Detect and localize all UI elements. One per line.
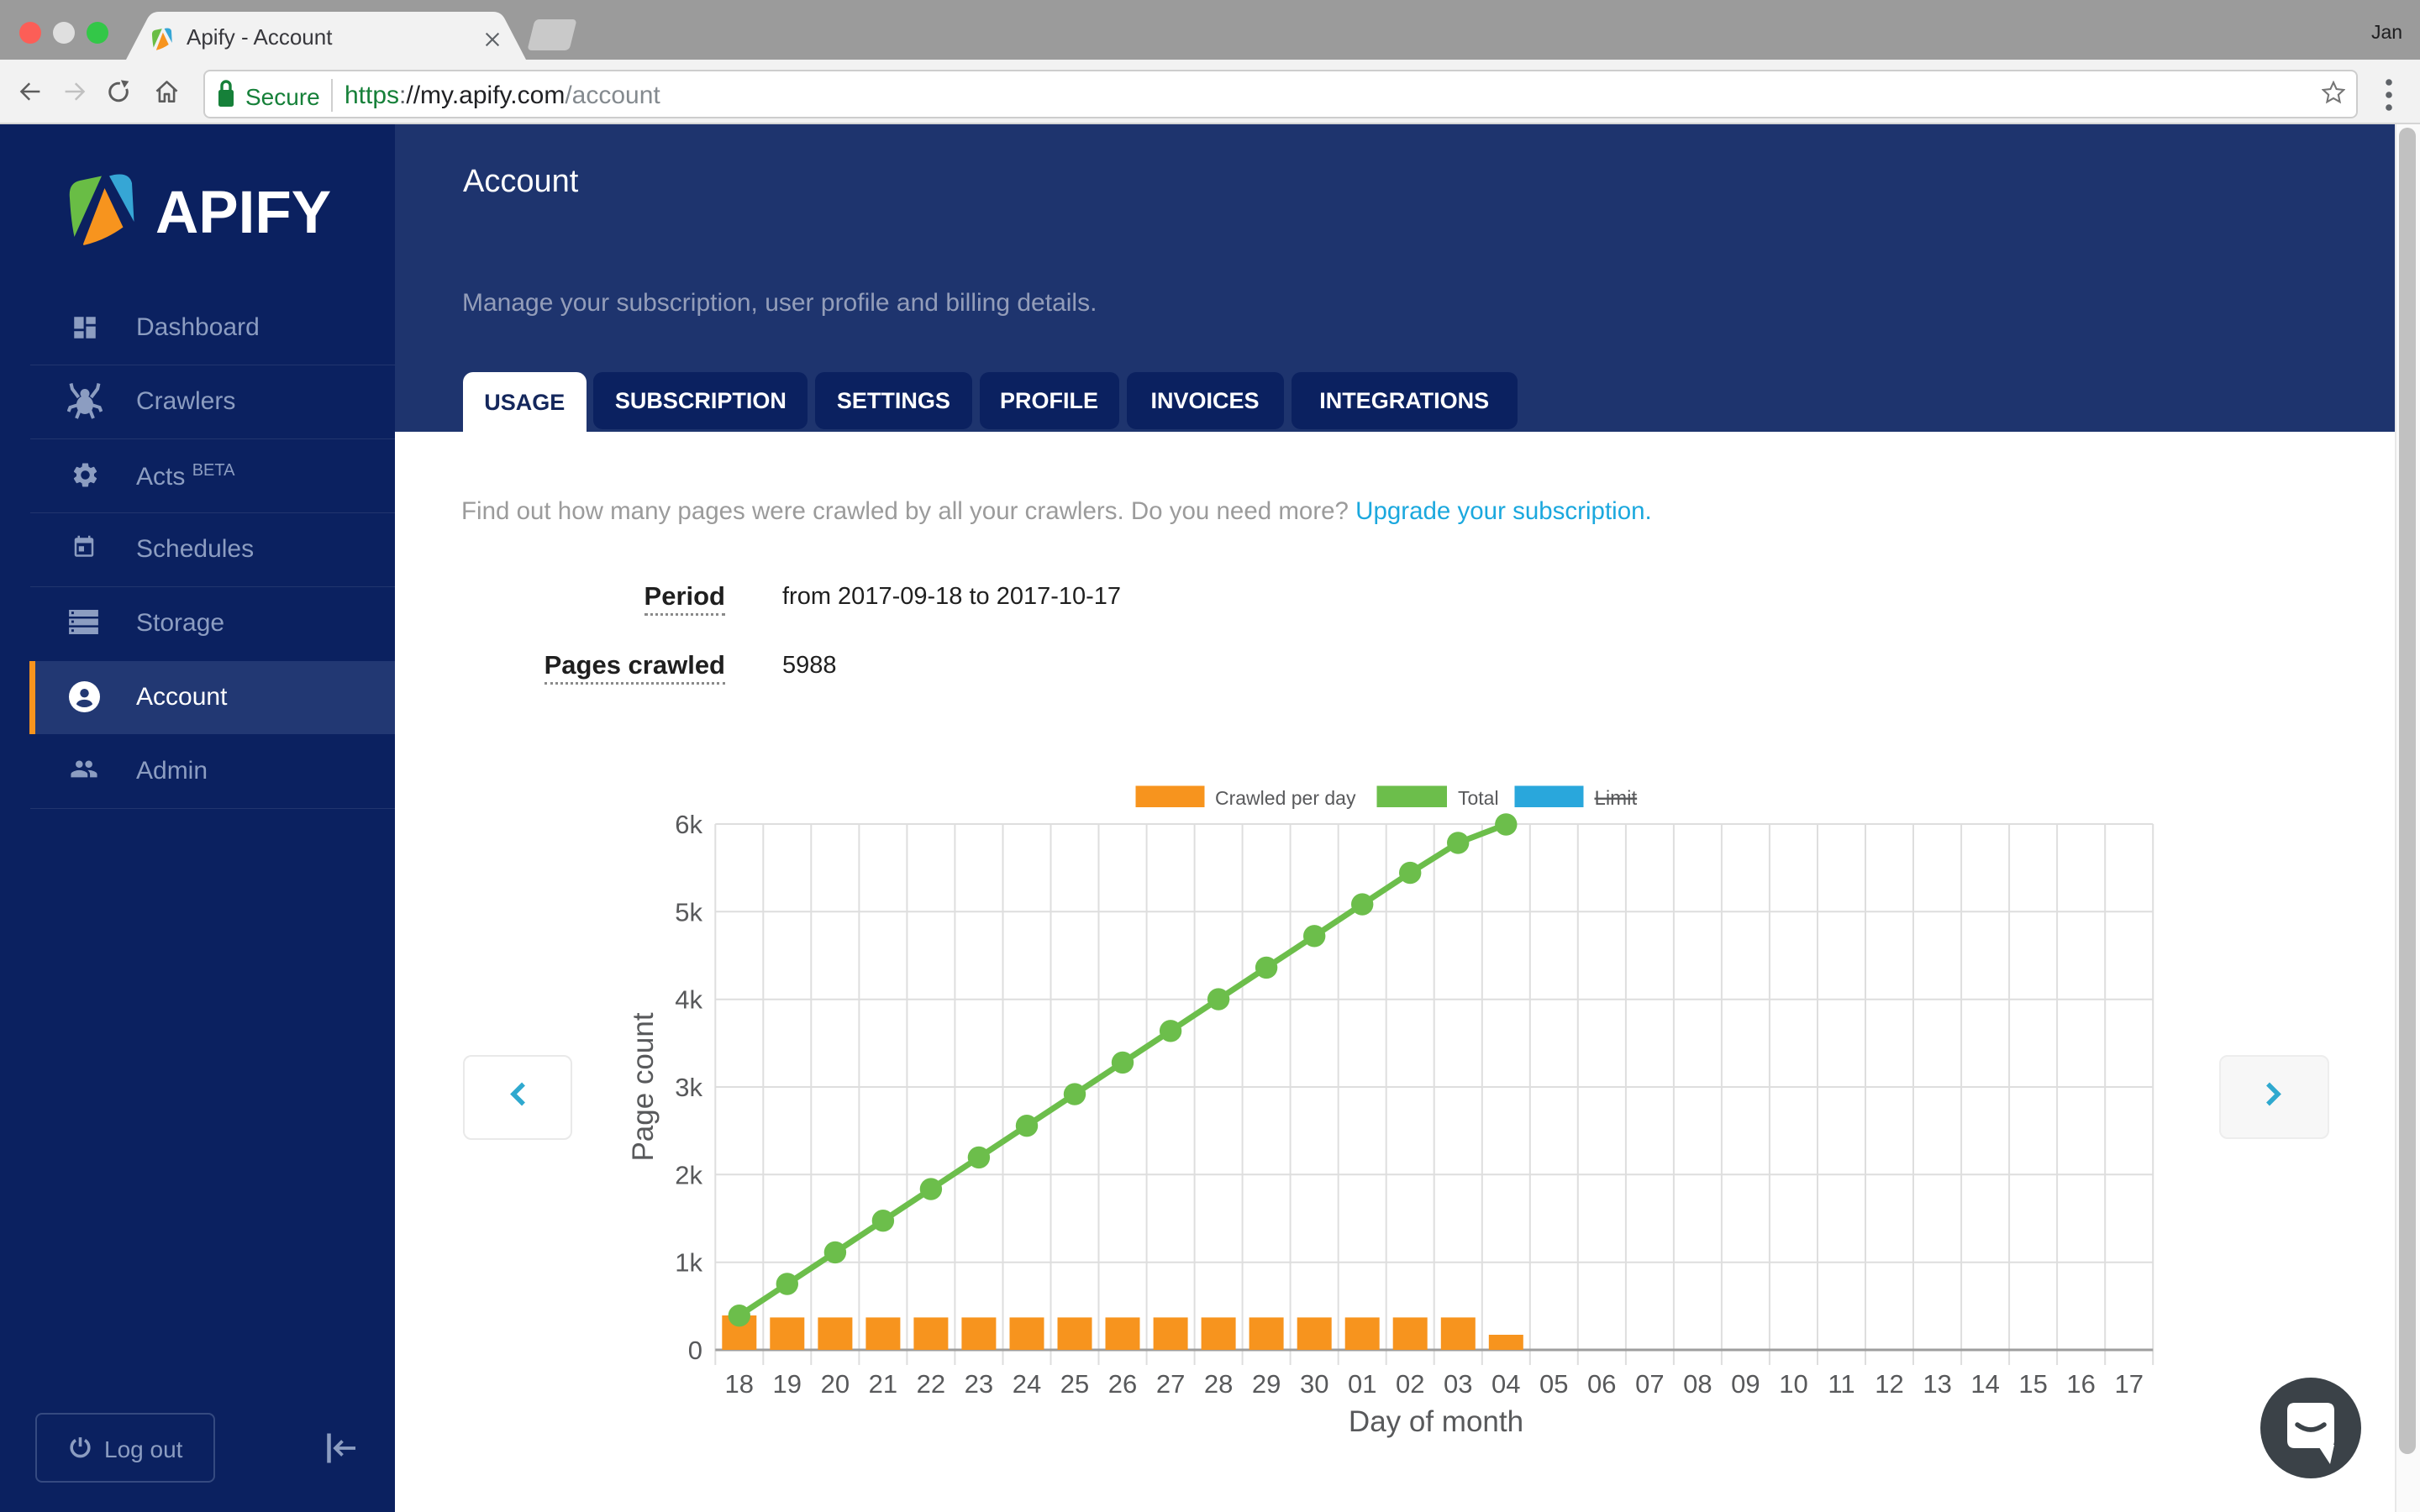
svg-text:03: 03 — [1444, 1369, 1472, 1399]
svg-text:4k: 4k — [675, 985, 702, 1015]
svg-text:21: 21 — [869, 1369, 897, 1399]
svg-text:09: 09 — [1731, 1369, 1760, 1399]
svg-text:02: 02 — [1396, 1369, 1424, 1399]
svg-text:Page count: Page count — [627, 1012, 660, 1161]
svg-text:2k: 2k — [675, 1160, 702, 1189]
svg-text:26: 26 — [1108, 1369, 1137, 1399]
svg-text:28: 28 — [1204, 1369, 1233, 1399]
svg-text:Total: Total — [1458, 787, 1499, 809]
svg-text:16: 16 — [2066, 1369, 2095, 1399]
svg-text:14: 14 — [1970, 1369, 1999, 1399]
svg-text:12: 12 — [1875, 1369, 1903, 1399]
svg-text:13: 13 — [1923, 1369, 1951, 1399]
svg-text:Crawled per day: Crawled per day — [1215, 787, 1356, 809]
svg-text:18: 18 — [725, 1369, 754, 1399]
svg-text:5k: 5k — [675, 897, 702, 927]
svg-text:23: 23 — [965, 1369, 993, 1399]
svg-text:04: 04 — [1491, 1369, 1520, 1399]
svg-text:Day of month: Day of month — [1349, 1405, 1523, 1438]
svg-text:17: 17 — [2114, 1369, 2143, 1399]
svg-text:0: 0 — [688, 1336, 702, 1365]
svg-text:24: 24 — [1013, 1369, 1041, 1399]
svg-text:29: 29 — [1252, 1369, 1281, 1399]
svg-text:Limit: Limit — [1595, 787, 1638, 810]
svg-text:6k: 6k — [675, 810, 702, 839]
svg-text:07: 07 — [1635, 1369, 1664, 1399]
svg-text:1k: 1k — [675, 1248, 702, 1278]
svg-text:10: 10 — [1779, 1369, 1807, 1399]
svg-text:15: 15 — [2018, 1369, 2047, 1399]
svg-text:01: 01 — [1348, 1369, 1376, 1399]
svg-text:22: 22 — [917, 1369, 945, 1399]
svg-text:05: 05 — [1539, 1369, 1568, 1399]
svg-text:19: 19 — [773, 1369, 802, 1399]
svg-text:30: 30 — [1300, 1369, 1328, 1399]
svg-text:3k: 3k — [675, 1073, 702, 1102]
svg-text:08: 08 — [1683, 1369, 1712, 1399]
svg-text:25: 25 — [1060, 1369, 1089, 1399]
svg-text:11: 11 — [1828, 1369, 1854, 1399]
svg-text:27: 27 — [1156, 1369, 1185, 1399]
svg-text:06: 06 — [1587, 1369, 1616, 1399]
svg-text:20: 20 — [821, 1369, 850, 1399]
